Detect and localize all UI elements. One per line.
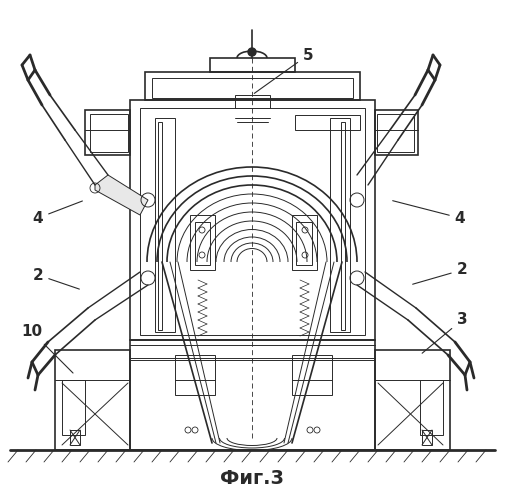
Bar [130, 340, 375, 450]
Bar [70, 430, 80, 445]
Bar [422, 430, 432, 445]
Bar [292, 355, 332, 395]
Bar [155, 118, 175, 332]
Bar [140, 108, 365, 335]
Bar [190, 215, 215, 270]
Text: 4: 4 [393, 201, 465, 226]
Bar [295, 115, 360, 130]
Bar [55, 350, 130, 450]
Bar [175, 355, 215, 395]
Bar [375, 350, 450, 450]
Bar [377, 114, 414, 152]
Bar [420, 380, 443, 435]
Text: 2: 2 [413, 262, 467, 284]
Text: 10: 10 [21, 324, 73, 373]
Bar [330, 118, 350, 332]
Bar [158, 122, 162, 330]
Text: Фиг.3: Фиг.3 [220, 469, 284, 488]
Polygon shape [95, 175, 148, 215]
Text: 5: 5 [254, 47, 313, 93]
Bar [62, 380, 85, 435]
Bar [375, 110, 418, 155]
Text: 3: 3 [422, 312, 467, 353]
Bar [145, 72, 360, 100]
Bar [130, 100, 375, 340]
Bar [152, 78, 353, 98]
Bar [90, 114, 128, 152]
Text: 2: 2 [33, 267, 79, 289]
Bar [341, 122, 345, 330]
Bar [296, 222, 312, 265]
Bar [210, 58, 295, 72]
Bar [292, 215, 317, 270]
Bar [235, 95, 270, 108]
Bar [195, 222, 210, 265]
Bar [85, 110, 130, 155]
Text: 4: 4 [33, 201, 82, 226]
Circle shape [248, 48, 256, 56]
